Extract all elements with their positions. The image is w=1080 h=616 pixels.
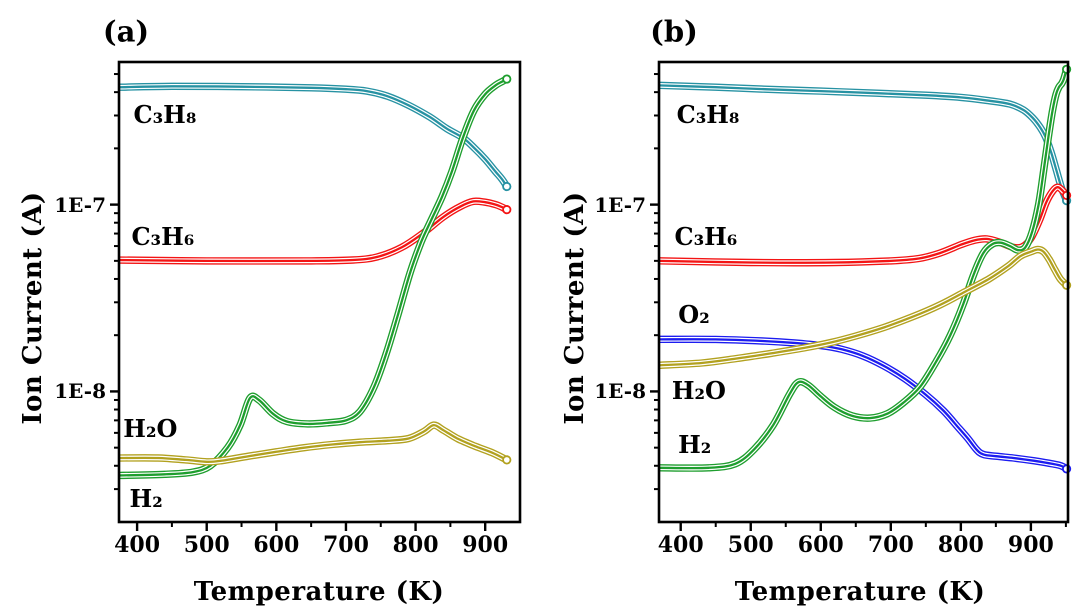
x-tick-label-500-b: 500 bbox=[727, 532, 774, 558]
series-H2-line-a bbox=[119, 78, 508, 477]
series-H2-line-b bbox=[659, 68, 1068, 470]
series-H2O-line-b bbox=[659, 248, 1068, 367]
series-H2O-line-a bbox=[119, 423, 508, 464]
x-tick-label-900-b: 900 bbox=[1007, 532, 1054, 558]
x-tick-label-500-a: 500 bbox=[183, 532, 230, 558]
y-axis-title-a: Ion Current (A) bbox=[18, 191, 48, 425]
panel-b-label: (b) bbox=[650, 14, 698, 49]
series-label-H2O-a: H₂O bbox=[123, 413, 178, 443]
end-marker-H2-a bbox=[502, 74, 512, 84]
x-tick-label-900-a: 900 bbox=[462, 532, 509, 558]
end-marker-H2O-a bbox=[502, 455, 512, 465]
end-marker-C3H6-a bbox=[502, 205, 512, 215]
series-label-H2-a: H₂ bbox=[129, 484, 163, 514]
x-tick-label-600-a: 600 bbox=[253, 532, 300, 558]
x-axis-title-b: Temperature (K) bbox=[734, 577, 986, 607]
x-tick-label-800-b: 800 bbox=[937, 532, 984, 558]
x-axis-title-a: Temperature (K) bbox=[193, 577, 445, 607]
series-label-O2-b: O₂ bbox=[678, 300, 710, 330]
end-marker-C3H8-a bbox=[502, 181, 512, 192]
y-tick-label-1E-7-a: 1E-7 bbox=[54, 192, 106, 217]
plot-border-a bbox=[117, 60, 522, 524]
y-axis-title-b: Ion Current (A) bbox=[560, 191, 590, 425]
y-tick-label-1E-7-b: 1E-7 bbox=[594, 192, 646, 217]
x-tick-label-800-a: 800 bbox=[392, 532, 439, 558]
series-label-C3H8-a: C₃H₈ bbox=[133, 100, 197, 130]
x-tick-label-400-b: 400 bbox=[657, 532, 704, 558]
series-label-C3H8-b: C₃H₈ bbox=[676, 100, 740, 130]
x-tick-label-400-a: 400 bbox=[114, 532, 161, 558]
series-label-C3H6-b: C₃H₆ bbox=[674, 222, 738, 252]
x-tick-label-700-b: 700 bbox=[867, 532, 914, 558]
series-C3H8-line-a bbox=[119, 85, 508, 188]
y-tick-label-1E-8-b: 1E-8 bbox=[594, 379, 646, 404]
series-label-H2O-b: H₂O bbox=[671, 375, 726, 405]
series-label-C3H6-a: C₃H₆ bbox=[131, 222, 195, 252]
panel-b bbox=[650, 60, 1072, 531]
panel-a-label: (a) bbox=[102, 14, 150, 49]
x-tick-label-700-a: 700 bbox=[322, 532, 369, 558]
x-tick-label-600-b: 600 bbox=[797, 532, 844, 558]
series-label-H2-b: H₂ bbox=[678, 430, 712, 460]
panel-a bbox=[110, 60, 522, 531]
y-tick-label-1E-8-a: 1E-8 bbox=[54, 379, 106, 404]
series-O2-line-b bbox=[659, 338, 1068, 470]
series-C3H8-line-b bbox=[659, 84, 1068, 202]
plot-border-b bbox=[657, 60, 1070, 524]
